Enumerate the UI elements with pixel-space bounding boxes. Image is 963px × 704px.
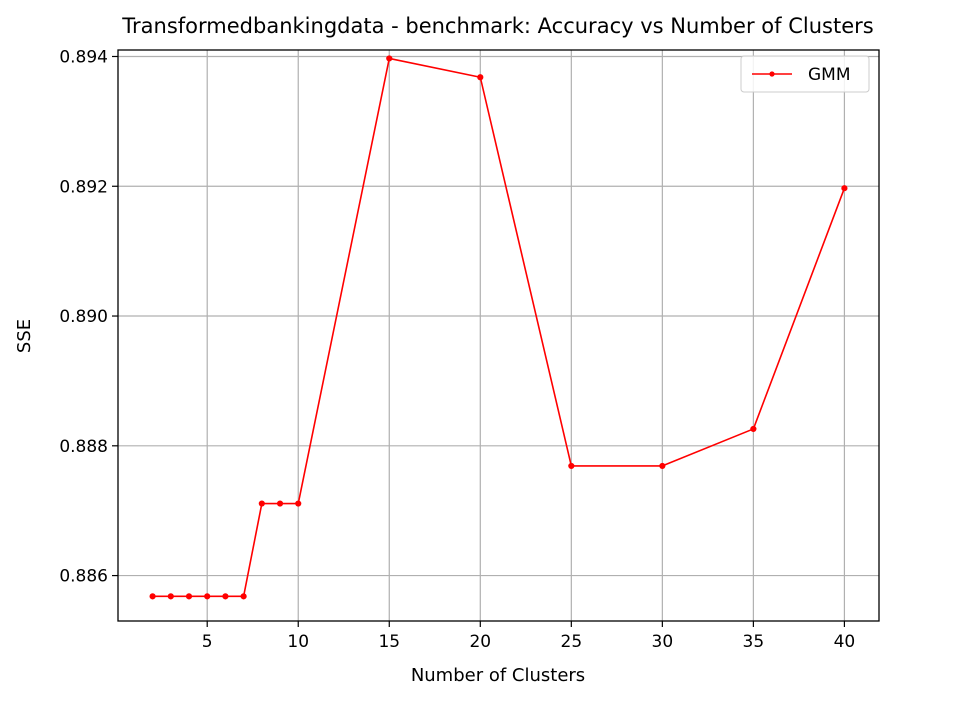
data-point-gmm xyxy=(185,593,193,600)
data-point-gmm xyxy=(750,425,757,433)
plot-area-frame xyxy=(117,49,880,622)
data-point-gmm xyxy=(149,593,156,600)
data-point-gmm xyxy=(258,500,265,507)
data-point-gmm xyxy=(222,593,229,600)
series-layer xyxy=(149,55,848,600)
legend-box xyxy=(740,55,870,93)
data-point-gmm xyxy=(240,593,247,600)
y-tick-label: 0.886 xyxy=(59,567,108,587)
y-tick-label: 0.894 xyxy=(59,47,108,67)
x-axis-label: Number of Clusters xyxy=(411,665,585,686)
y-tick-label: 0.890 xyxy=(59,307,108,327)
x-tick-label: 20 xyxy=(469,632,491,652)
y-axis-label: SSE xyxy=(14,319,35,353)
legend-marker-gmm xyxy=(769,71,775,77)
axis-ticks: 5 10 15 20 25 30 35 40 0.886 0.888 0.890 0.892 0.894 xyxy=(59,47,855,652)
x-tick-label: 10 xyxy=(287,632,309,652)
data-point-gmm xyxy=(568,462,575,470)
x-tick-label: 15 xyxy=(378,632,400,652)
data-point-gmm xyxy=(276,500,284,507)
x-tick-label: 40 xyxy=(834,632,856,652)
x-tick-label: 25 xyxy=(561,632,583,652)
data-point-gmm xyxy=(295,500,302,507)
x-tick-label: 35 xyxy=(743,632,765,652)
legend: GMM xyxy=(740,55,870,93)
x-tick-label: 30 xyxy=(652,632,674,652)
data-point-gmm xyxy=(841,185,848,192)
x-tick-label: 5 xyxy=(202,632,213,652)
data-point-gmm xyxy=(659,462,666,470)
data-point-gmm xyxy=(477,74,484,81)
data-point-gmm xyxy=(204,593,211,600)
y-tick-label: 0.888 xyxy=(59,437,108,457)
chart-title: Transformedbankingdata - benchmark: Accu… xyxy=(121,14,873,38)
y-tick-label: 0.892 xyxy=(59,177,108,197)
data-point-gmm xyxy=(386,55,393,62)
data-point-gmm xyxy=(167,593,174,600)
legend-label-gmm: GMM xyxy=(808,65,851,85)
